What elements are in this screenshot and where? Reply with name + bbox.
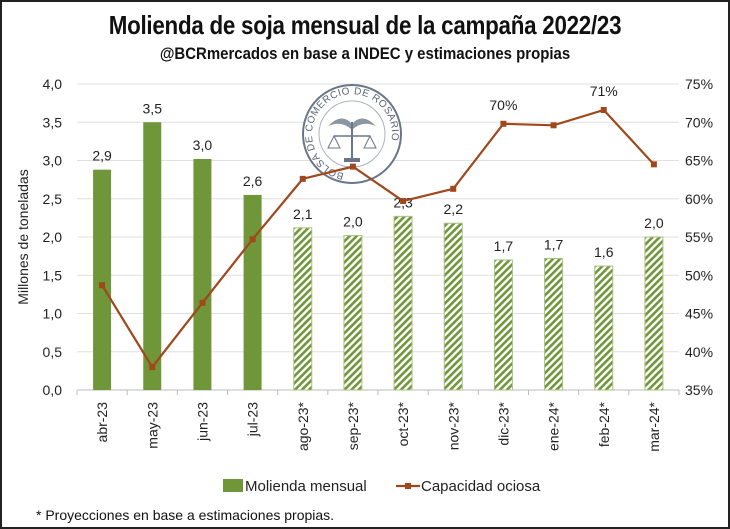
bar-data-label: 2,1 bbox=[293, 206, 313, 222]
y-tick-label: 2,5 bbox=[43, 191, 63, 207]
capacity-line bbox=[101, 108, 655, 369]
bar-data-label: 2,0 bbox=[343, 213, 363, 229]
line-data-label: 70% bbox=[489, 97, 517, 113]
x-tick-label: jul-23 bbox=[245, 402, 261, 437]
x-tick-label: feb-24* bbox=[596, 401, 612, 447]
y-tick-label: 1,0 bbox=[43, 306, 63, 322]
y-tick-label: 2,0 bbox=[43, 229, 63, 245]
bar-data-label: 3,0 bbox=[193, 137, 213, 153]
line-marker bbox=[450, 185, 457, 192]
y-tick-label: 0,0 bbox=[43, 382, 63, 398]
y2-tick-label: 70% bbox=[685, 114, 713, 130]
line-marker bbox=[99, 282, 106, 289]
bar bbox=[143, 122, 162, 390]
bar bbox=[193, 158, 212, 390]
y-tick-label: 3,5 bbox=[43, 114, 63, 130]
x-tick-label: ene-24* bbox=[546, 401, 562, 451]
x-tick-label: jun-23 bbox=[194, 402, 210, 442]
bar bbox=[493, 259, 513, 391]
y2-tick-label: 65% bbox=[685, 153, 713, 169]
chart-subtitle: @BCRmercados en base a INDEC y estimacio… bbox=[159, 44, 571, 63]
bar-data-label: 2,6 bbox=[243, 173, 263, 189]
line-marker bbox=[299, 175, 306, 182]
x-tick-label: may-23 bbox=[144, 402, 160, 449]
legend-label-molienda: Molienda mensual bbox=[245, 478, 367, 495]
legend-bar-swatch bbox=[223, 479, 243, 492]
bar-data-label: 2,9 bbox=[92, 148, 112, 164]
bar-data-label: 2,0 bbox=[644, 215, 664, 231]
line-marker bbox=[650, 161, 657, 168]
logo-base-icon bbox=[344, 158, 360, 162]
legend-label-capacidad: Capacidad ociosa bbox=[421, 478, 541, 495]
bar bbox=[293, 227, 313, 391]
line-marker bbox=[149, 364, 156, 371]
logo-seal: BOLSA DE COMERCIO DE ROSARIO bbox=[302, 84, 402, 184]
bar bbox=[243, 194, 262, 390]
line-marker bbox=[349, 163, 356, 170]
bar bbox=[544, 257, 564, 391]
chart-title: Molienda de soja mensual de la campaña 2… bbox=[108, 10, 622, 40]
line-marker bbox=[400, 198, 407, 205]
bar-data-label: 1,6 bbox=[594, 244, 614, 260]
y2-tick-label: 60% bbox=[685, 191, 713, 207]
bar-data-label: 1,7 bbox=[544, 236, 564, 252]
bar bbox=[93, 169, 112, 390]
x-tick-label: oct-23* bbox=[395, 401, 411, 446]
x-tick-label: dic-23* bbox=[495, 401, 511, 445]
line-data-label: 71% bbox=[590, 83, 618, 99]
x-tick-label: mar-24* bbox=[646, 401, 662, 451]
bar bbox=[393, 215, 413, 391]
bar-data-label: 3,5 bbox=[143, 100, 163, 116]
y-tick-label: 1,5 bbox=[43, 267, 63, 283]
y-tick-label: 3,0 bbox=[43, 153, 63, 169]
bar bbox=[644, 236, 664, 391]
x-tick-label: ago-23* bbox=[295, 401, 311, 451]
line-marker bbox=[249, 236, 256, 243]
x-tick-label: sep-23* bbox=[345, 401, 361, 450]
y2-tick-label: 35% bbox=[685, 382, 713, 398]
line-marker bbox=[550, 122, 557, 129]
bar-data-label: 2,2 bbox=[444, 201, 464, 217]
bar-data-label: 1,7 bbox=[494, 238, 514, 254]
y2-tick-label: 75% bbox=[685, 76, 713, 92]
line-marker bbox=[500, 120, 507, 127]
x-tick-label: abr-23 bbox=[94, 402, 110, 443]
y2-tick-label: 55% bbox=[685, 229, 713, 245]
y2-tick-label: 50% bbox=[685, 267, 713, 283]
logo-scale-pans-icon bbox=[327, 134, 377, 149]
y2-tick-label: 45% bbox=[685, 306, 713, 322]
bar bbox=[594, 265, 614, 391]
y-axis-label: Millones de toneladas bbox=[15, 169, 31, 304]
line-marker bbox=[199, 299, 206, 306]
line-marker bbox=[600, 107, 607, 114]
y-tick-label: 4,0 bbox=[43, 76, 63, 92]
legend-line-marker bbox=[405, 483, 411, 489]
x-tick-label: nov-23* bbox=[445, 401, 461, 450]
bar bbox=[343, 234, 363, 391]
bar bbox=[443, 222, 463, 391]
y-tick-label: 0,5 bbox=[43, 344, 63, 360]
footnote: * Proyecciones en base a estimaciones pr… bbox=[36, 507, 335, 523]
y2-tick-label: 40% bbox=[685, 344, 713, 360]
